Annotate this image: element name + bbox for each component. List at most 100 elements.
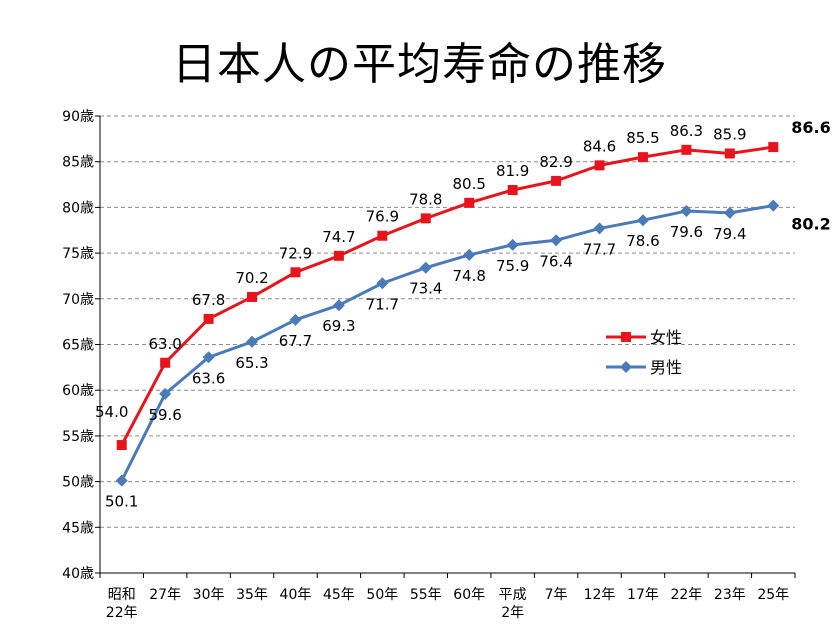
data-point bbox=[246, 335, 259, 348]
data-point bbox=[160, 357, 171, 368]
y-tick-label: 75歳 bbox=[62, 246, 94, 262]
x-tick-label: 7年 bbox=[545, 587, 568, 603]
data-point bbox=[115, 474, 128, 487]
data-point bbox=[507, 185, 518, 196]
x-tick-label: 2年 bbox=[501, 605, 524, 621]
x-tick-label: 45年 bbox=[323, 587, 355, 603]
data-label: 79.4 bbox=[713, 225, 746, 243]
x-tick-label: 23年 bbox=[714, 587, 746, 603]
data-label: 59.6 bbox=[148, 406, 181, 424]
data-point bbox=[464, 197, 475, 208]
data-label: 69.3 bbox=[322, 317, 355, 335]
x-tick-label: 平成 bbox=[499, 587, 527, 603]
x-tick-label: 60年 bbox=[453, 587, 485, 603]
y-tick-label: 40歳 bbox=[62, 566, 94, 582]
y-tick-label: 80歳 bbox=[62, 200, 94, 216]
data-label: 77.7 bbox=[583, 240, 616, 258]
legend-label: 男性 bbox=[650, 358, 682, 377]
data-label: 75.9 bbox=[496, 257, 529, 275]
legend-marker bbox=[620, 361, 632, 373]
data-point bbox=[203, 313, 214, 324]
x-tick-label: 40年 bbox=[280, 587, 312, 603]
data-label: 81.9 bbox=[496, 162, 529, 180]
series-line-male bbox=[120, 204, 774, 482]
data-label: 72.9 bbox=[279, 244, 312, 262]
y-tick-label: 90歳 bbox=[62, 109, 94, 125]
data-point bbox=[768, 142, 779, 153]
data-point bbox=[333, 250, 344, 261]
x-tick-label: 27年 bbox=[149, 587, 181, 603]
x-tick-label: 35年 bbox=[236, 587, 268, 603]
data-label: 50.1 bbox=[105, 493, 138, 511]
data-label: 76.9 bbox=[366, 208, 399, 226]
x-tick-label: 22年 bbox=[670, 587, 702, 603]
data-label: 73.4 bbox=[409, 280, 442, 298]
x-tick-label: 50年 bbox=[366, 587, 398, 603]
data-label: 80.5 bbox=[453, 175, 486, 193]
data-point bbox=[419, 261, 432, 274]
x-tick-label: 12年 bbox=[584, 587, 616, 603]
data-label: 86.3 bbox=[670, 122, 703, 140]
data-point bbox=[550, 234, 563, 247]
x-tick-label: 22年 bbox=[106, 605, 138, 621]
data-point bbox=[290, 267, 301, 278]
data-label: 82.9 bbox=[539, 153, 572, 171]
y-tick-label: 60歳 bbox=[62, 383, 94, 399]
data-label: 76.4 bbox=[539, 252, 572, 270]
data-label: 63.6 bbox=[192, 369, 225, 387]
data-point bbox=[680, 205, 693, 218]
data-point bbox=[247, 291, 258, 302]
data-label: 80.2 bbox=[791, 215, 830, 234]
data-label: 67.7 bbox=[279, 332, 312, 350]
grid-layer bbox=[100, 115, 795, 528]
x-tick-label: 30年 bbox=[193, 587, 225, 603]
data-point bbox=[463, 248, 476, 261]
data-label-layer: 54.0 63.0 67.8 70.2 72.9 74.7 76.9 78.8 80.5 81.9… bbox=[95, 118, 831, 511]
series-line-female bbox=[120, 145, 774, 446]
data-point bbox=[593, 222, 606, 235]
x-tick-label: 25年 bbox=[757, 587, 789, 603]
y-tick-label: 55歳 bbox=[62, 429, 94, 445]
x-tick-label: 17年 bbox=[627, 587, 659, 603]
data-label: 74.8 bbox=[453, 267, 486, 285]
data-point bbox=[289, 313, 302, 326]
data-point bbox=[377, 230, 388, 241]
data-point bbox=[767, 199, 780, 212]
data-label: 67.8 bbox=[192, 291, 225, 309]
data-point bbox=[116, 440, 127, 451]
data-point bbox=[551, 175, 562, 186]
data-label: 74.7 bbox=[322, 228, 355, 246]
series-layer bbox=[115, 142, 780, 487]
data-point bbox=[594, 160, 605, 171]
data-label: 63.0 bbox=[148, 335, 181, 353]
data-point bbox=[332, 299, 345, 312]
data-point bbox=[506, 238, 519, 251]
data-point bbox=[681, 144, 692, 155]
data-point bbox=[202, 351, 215, 364]
data-point bbox=[724, 148, 735, 159]
data-label: 54.0 bbox=[95, 403, 128, 421]
chart-title: 日本人の平均寿命の推移 bbox=[172, 39, 667, 90]
data-label: 85.5 bbox=[626, 129, 659, 147]
data-label: 71.7 bbox=[366, 295, 399, 313]
data-label: 79.6 bbox=[670, 223, 703, 241]
data-point bbox=[637, 152, 648, 163]
data-point bbox=[420, 213, 431, 224]
legend-label: 女性 bbox=[650, 328, 682, 347]
legend-marker bbox=[621, 332, 631, 342]
y-tick-label: 45歳 bbox=[62, 520, 94, 536]
data-label: 70.2 bbox=[235, 269, 268, 287]
y-tick-label: 65歳 bbox=[62, 338, 94, 354]
data-label: 86.6 bbox=[791, 118, 830, 137]
y-tick-label: 50歳 bbox=[62, 475, 94, 491]
data-label: 85.9 bbox=[713, 125, 746, 143]
data-label: 78.6 bbox=[626, 232, 659, 250]
data-point bbox=[376, 277, 389, 290]
data-label: 84.6 bbox=[583, 137, 616, 155]
data-label: 78.8 bbox=[409, 190, 442, 208]
y-tick-label: 85歳 bbox=[62, 155, 94, 171]
data-point bbox=[636, 214, 649, 227]
